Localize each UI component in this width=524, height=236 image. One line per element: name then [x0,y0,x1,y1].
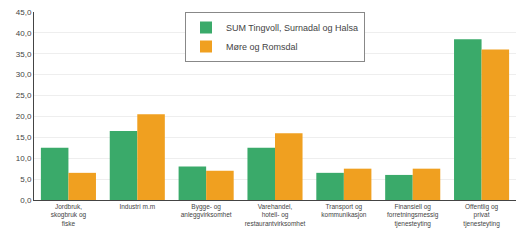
svg-text:Transport ogkommunikasjon: Transport ogkommunikasjon [321,203,367,219]
svg-text:30,0: 30,0 [16,70,32,79]
svg-text:Industri m.m: Industri m.m [119,203,155,210]
svg-text:Møre og Romsdal: Møre og Romsdal [226,42,298,52]
svg-text:5,0: 5,0 [20,175,32,184]
svg-text:Varehandel,hotell- ogrestauran: Varehandel,hotell- ogrestaurantvirksomhe… [245,203,306,227]
svg-text:Offentlig ogprivattjenesteytin: Offentlig ogprivattjenesteyting [463,203,500,228]
svg-text:10,0: 10,0 [16,154,32,163]
svg-text:Jordbruk,skogbruk ogfiske: Jordbruk,skogbruk ogfiske [51,203,87,227]
svg-text:25,0: 25,0 [16,91,32,100]
svg-text:Bygge- oganleggvirksomhet: Bygge- oganleggvirksomhet [181,203,232,219]
svg-text:45,0: 45,0 [16,8,32,17]
svg-text:Finansiell ogforretningsmessig: Finansiell ogforretningsmessigtjenesteyt… [387,203,439,228]
svg-text:0,0: 0,0 [20,196,32,205]
svg-text:15,0: 15,0 [16,133,32,142]
svg-text:SUM Tingvoll, Surnadal og Hals: SUM Tingvoll, Surnadal og Halsa [226,23,358,33]
svg-text:20,0: 20,0 [16,112,32,121]
svg-text:35,0: 35,0 [16,50,32,59]
svg-text:40,0: 40,0 [16,29,32,38]
